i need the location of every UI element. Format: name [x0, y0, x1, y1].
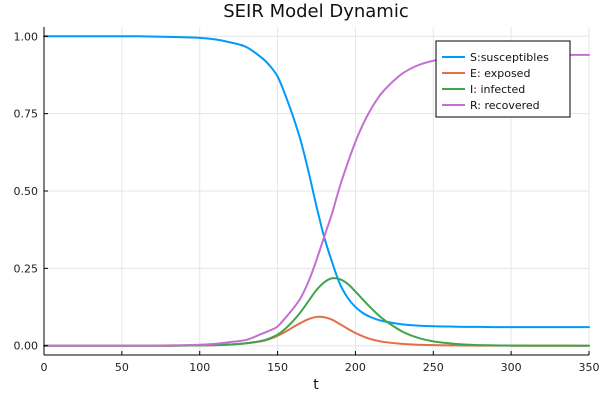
- x-tick-label: 250: [423, 361, 444, 374]
- legend-label: E: exposed: [470, 67, 530, 80]
- x-tick-label: 300: [501, 361, 522, 374]
- legend-label: I: infected: [470, 83, 525, 96]
- legend-label: S:susceptibles: [470, 51, 549, 64]
- grid-layer: [43, 27, 590, 355]
- x-axis-label: t: [313, 377, 319, 393]
- x-tick-label: 350: [579, 361, 600, 374]
- x-tick-label: 0: [41, 361, 48, 374]
- chart-title: SEIR Model Dynamic: [223, 1, 408, 22]
- legend: S:susceptibles E: exposed I: infected R: re…: [435, 40, 571, 118]
- x-tick-label: 50: [115, 361, 129, 374]
- x-tick-label: 100: [189, 361, 210, 374]
- x-tick-label: 200: [345, 361, 366, 374]
- x-tick-label: 150: [267, 361, 288, 374]
- y-tick-label: 1.00: [14, 30, 39, 43]
- legend-label: R: recovered: [470, 99, 540, 112]
- ticks-layer: 0 50 100 150 200 250 300 350 0.00 0.25 0.50 0.75 1.0…: [14, 30, 600, 374]
- y-tick-label: 0.00: [14, 340, 39, 353]
- legend-items: S:susceptibles E: exposed I: infected R: re…: [442, 51, 549, 112]
- series-line: [43, 315, 590, 347]
- y-tick-label: 0.50: [14, 185, 39, 198]
- series-line: [43, 35, 590, 329]
- y-tick-label: 0.75: [14, 108, 39, 121]
- series-line: [43, 277, 590, 347]
- y-tick-label: 0.25: [14, 262, 39, 275]
